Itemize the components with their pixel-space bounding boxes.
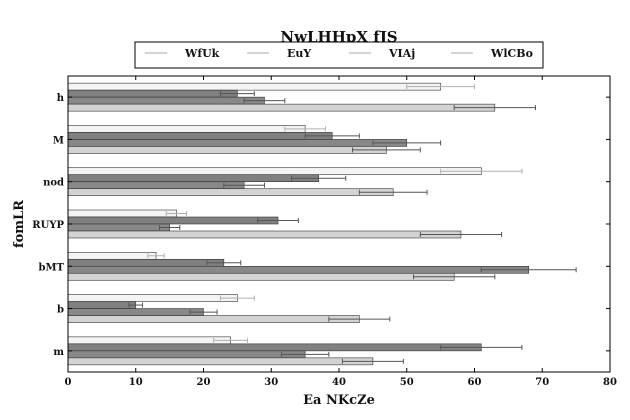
legend-label-EuY: EuY xyxy=(287,47,311,60)
x-tick-label-80: 80 xyxy=(603,377,617,388)
bar-EuY-M xyxy=(67,132,333,140)
y-axis-label: fomLR xyxy=(12,200,27,248)
bar-WlCBo-m xyxy=(67,357,374,366)
bar-WlCBo-nod xyxy=(67,188,394,197)
bar-EuY-bMT xyxy=(67,258,225,267)
x-tick-label-30: 30 xyxy=(264,377,278,388)
bar-WfUk-b xyxy=(67,294,238,302)
bar-VIAj-m xyxy=(67,350,306,359)
bar-WlCBo-RUYP xyxy=(67,230,462,239)
bar-WlCBo-h xyxy=(67,103,496,112)
y-tick-label-nod: nod xyxy=(43,178,64,189)
bar-EuY-m xyxy=(67,343,482,352)
y-tick-label-bMT: bMT xyxy=(38,262,64,273)
y-tick-label-b: b xyxy=(57,305,64,316)
legend-label-WfUk: WfUk xyxy=(184,47,220,60)
y-tick-label-m: m xyxy=(53,347,64,358)
bar-EuY-h xyxy=(67,89,238,98)
bar-WfUk-M xyxy=(67,125,306,133)
bar-WfUk-nod xyxy=(67,167,482,176)
x-tick-label-60: 60 xyxy=(468,377,482,388)
bar-VIAj-M xyxy=(67,139,408,147)
bar-VIAj-RUYP xyxy=(67,223,170,232)
bar-VIAj-nod xyxy=(67,181,245,190)
bar-EuY-RUYP xyxy=(67,216,279,225)
x-tick-label-70: 70 xyxy=(535,377,549,388)
bar-VIAj-b xyxy=(67,308,204,316)
x-tick-label-40: 40 xyxy=(332,377,346,388)
x-tick-label-10: 10 xyxy=(129,377,143,388)
y-tick-label-RUYP: RUYP xyxy=(32,220,64,231)
x-tick-label-50: 50 xyxy=(400,377,414,388)
plot-area xyxy=(67,75,611,373)
x-tick-label-20: 20 xyxy=(197,377,211,388)
bar-WfUk-bMT xyxy=(67,251,157,260)
bar-EuY-nod xyxy=(67,174,319,183)
x-tick-label-0: 0 xyxy=(65,377,72,388)
bar-WlCBo-bMT xyxy=(67,272,455,281)
y-tick-label-M: M xyxy=(53,135,64,146)
bar-WfUk-h xyxy=(67,82,441,91)
bar-WlCBo-M xyxy=(67,146,387,154)
legend: WfUk EuY VIAj WlCBo xyxy=(134,41,544,69)
y-tick-label-h: h xyxy=(57,93,65,104)
legend-label-WlCBo: WlCBo xyxy=(490,47,533,60)
bar-VIAj-h xyxy=(67,96,265,105)
bar-EuY-b xyxy=(67,301,137,309)
bar-VIAj-bMT xyxy=(67,265,530,274)
x-axis-label: Ea NKcZe xyxy=(303,393,375,408)
x-axis: 0 10 20 30 40 50 60 70 80 xyxy=(65,76,617,388)
legend-box xyxy=(134,41,544,69)
bar-WfUk-m xyxy=(67,336,231,345)
bar-WfUk-RUYP xyxy=(67,209,177,218)
legend-label-VIAj: VIAj xyxy=(388,47,415,60)
bar-WlCBo-b xyxy=(67,315,360,323)
